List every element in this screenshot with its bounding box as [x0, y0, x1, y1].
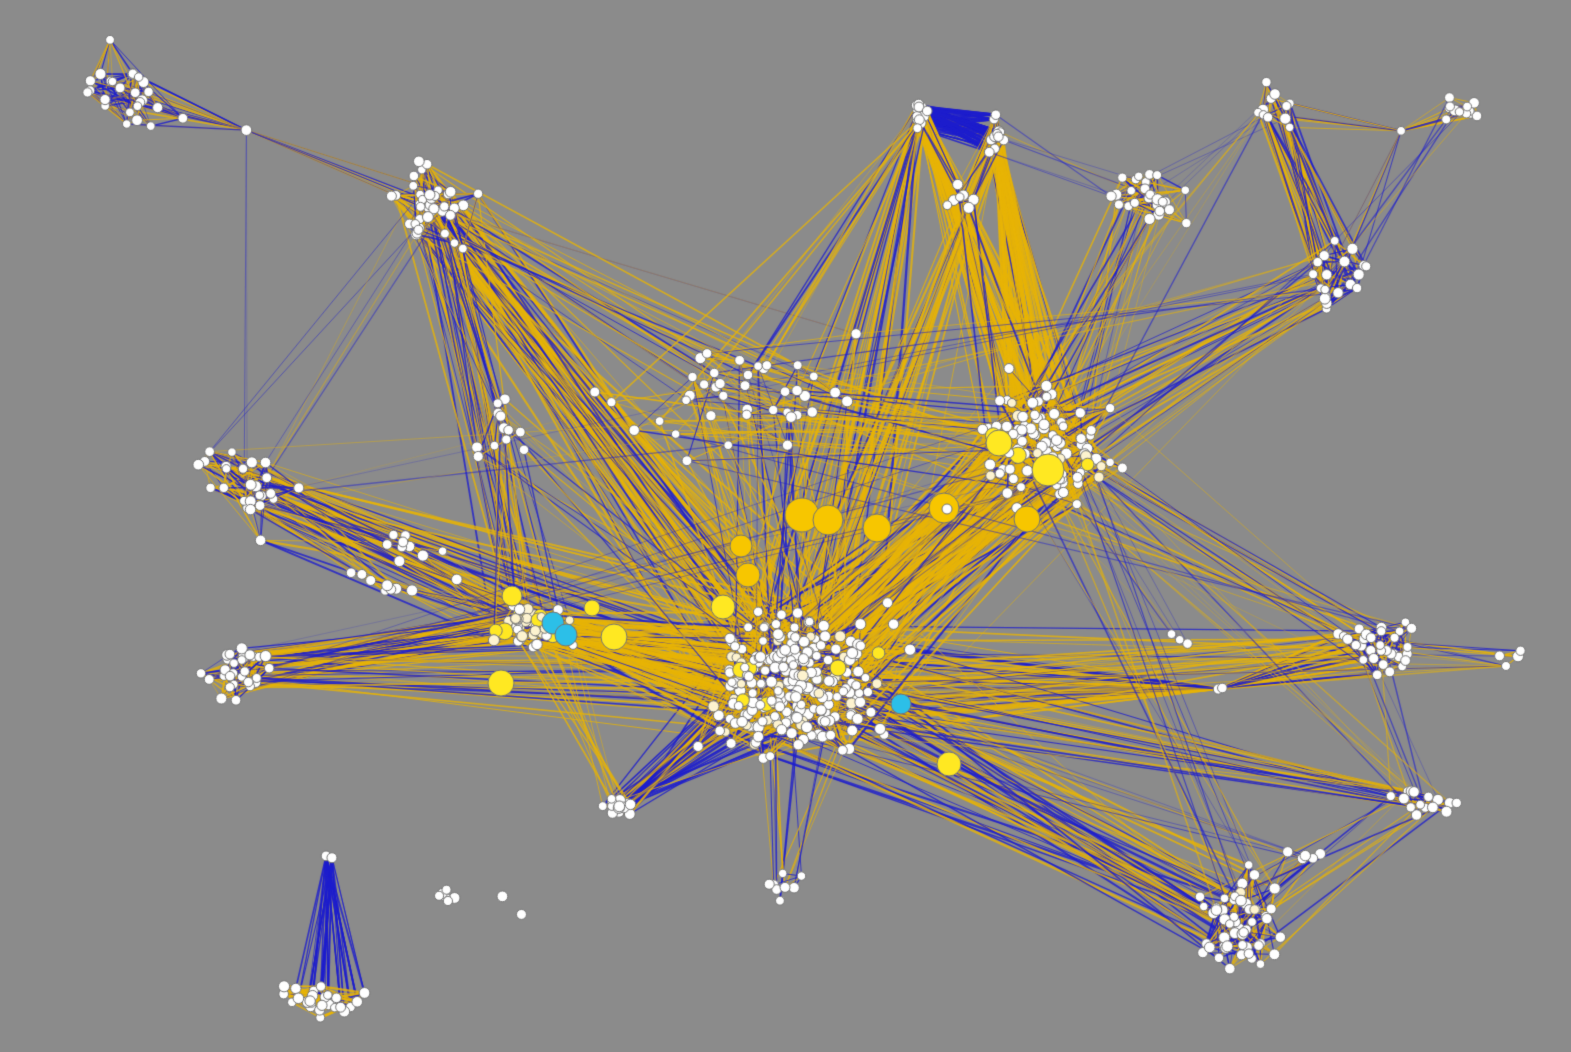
graph-viewport — [0, 0, 1571, 1052]
network-graph-canvas[interactable] — [0, 0, 1571, 1052]
